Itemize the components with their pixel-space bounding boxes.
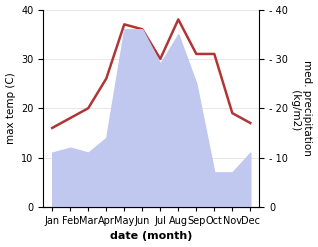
X-axis label: date (month): date (month) bbox=[110, 231, 192, 242]
Y-axis label: max temp (C): max temp (C) bbox=[5, 72, 16, 144]
Y-axis label: med. precipitation
 (kg/m2): med. precipitation (kg/m2) bbox=[291, 60, 313, 156]
